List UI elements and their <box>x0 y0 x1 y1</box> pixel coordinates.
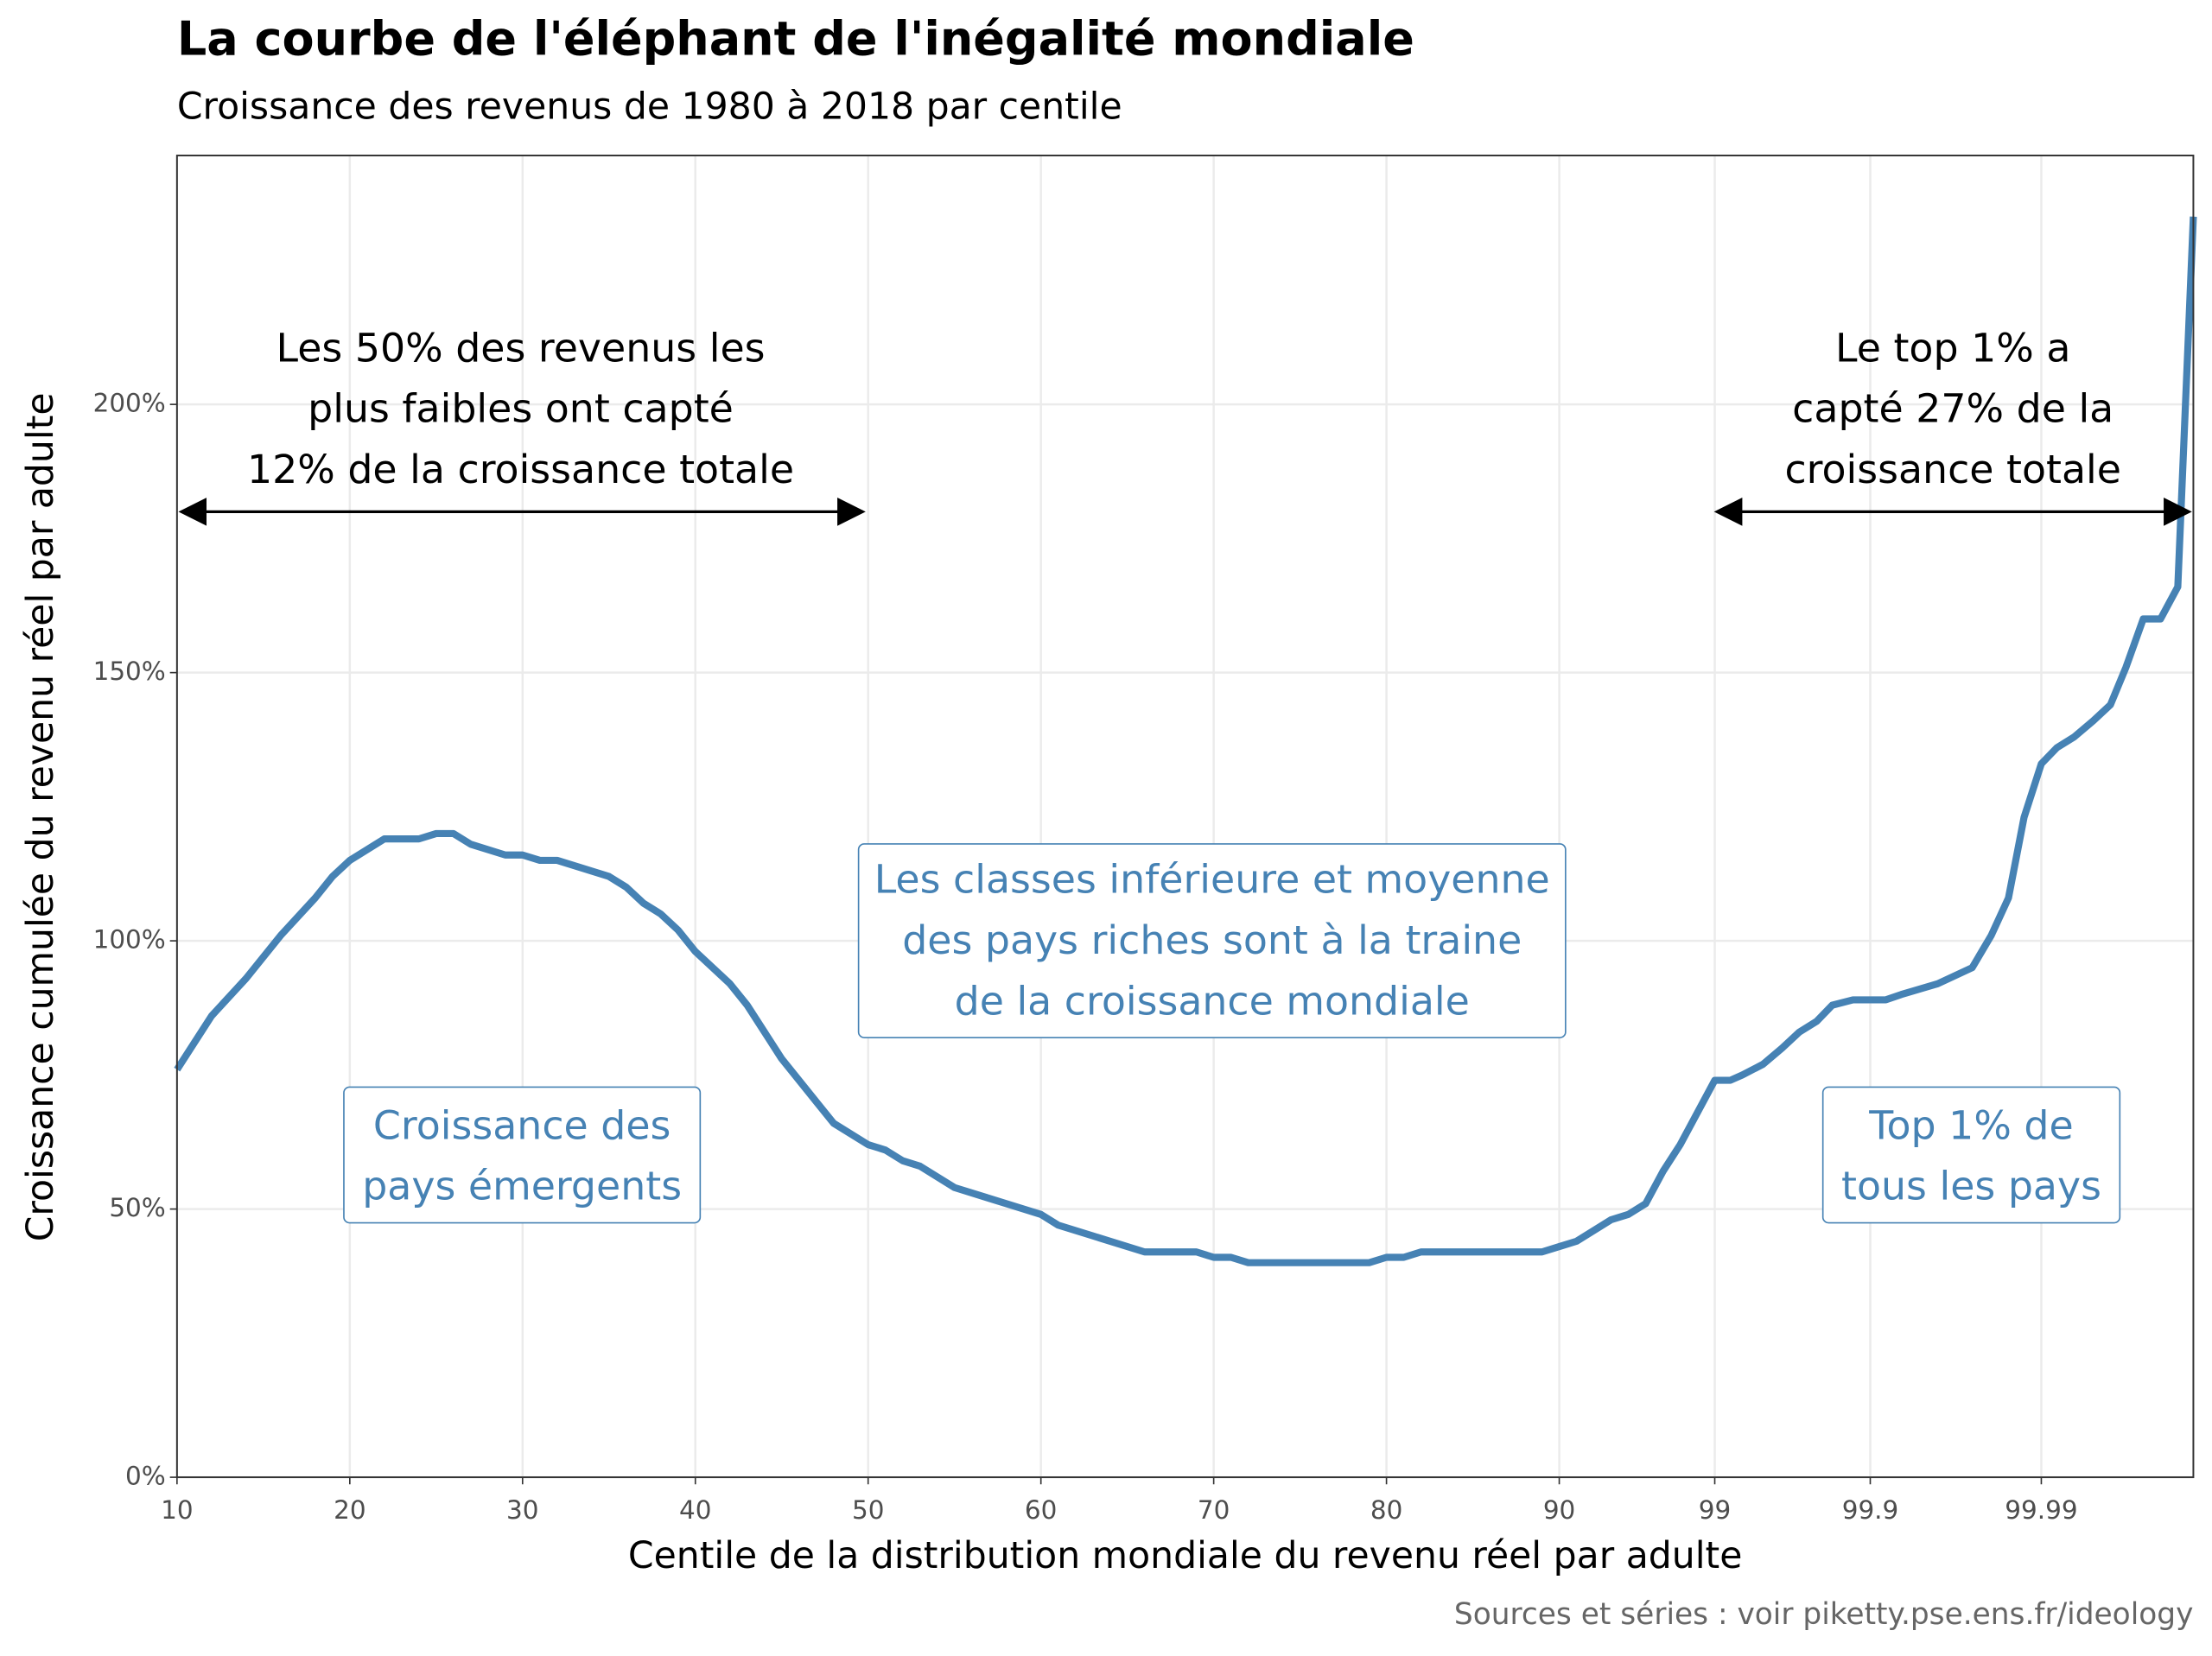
annotation-text: Le top 1% a <box>1835 324 2070 371</box>
x-tick-label: 90 <box>1543 1495 1575 1525</box>
x-tick-label: 99.99 <box>2005 1495 2077 1525</box>
annotation-text: des pays riches sont à la traine <box>902 917 1522 963</box>
x-tick-label: 80 <box>1370 1495 1402 1525</box>
x-tick-label: 20 <box>334 1495 365 1525</box>
annotation-box <box>343 1086 702 1224</box>
annotation-text: de la croissance mondiale <box>955 977 1470 1024</box>
annotation-text: Les classes inférieure et moyenne <box>874 856 1550 903</box>
annotation-text: plus faibles ont capté <box>308 385 734 432</box>
x-axis-label: Centile de la distribution mondiale du r… <box>628 1535 1743 1577</box>
annotation-text: 12% de la croissance totale <box>247 446 794 492</box>
annotation-text: pays émergents <box>362 1163 682 1209</box>
annotation-box <box>1821 1086 2121 1224</box>
annotation-text: Top 1% de <box>1868 1101 2073 1148</box>
annotation-box <box>857 843 1567 1038</box>
x-tick-label: 30 <box>506 1495 538 1525</box>
y-tick-label: 200% <box>93 389 166 418</box>
annotation-text: tous les pays <box>1841 1163 2101 1209</box>
y-tick-label: 100% <box>93 925 166 955</box>
y-axis-label: Croissance cumulée du revenu réel par ad… <box>20 392 62 1241</box>
x-tick-label: 60 <box>1025 1495 1057 1525</box>
x-tick-label: 99 <box>1699 1495 1731 1525</box>
annotation-text: croissance totale <box>1784 446 2121 492</box>
annotation-text: capté 27% de la <box>1792 385 2113 432</box>
chart-subtitle: Croissance des revenus de 1980 à 2018 pa… <box>177 86 1122 129</box>
annotation-text: Les 50% des revenus les <box>276 324 766 371</box>
y-tick-label: 150% <box>93 657 166 686</box>
x-tick-label: 50 <box>852 1495 884 1525</box>
x-tick-label: 99.9 <box>1842 1495 1899 1525</box>
line-series <box>174 216 2197 1266</box>
annotation-text: Croissance des <box>373 1101 671 1148</box>
x-tick-label: 10 <box>161 1495 193 1525</box>
x-tick-label: 70 <box>1198 1495 1230 1525</box>
plot-frame <box>175 155 2195 1479</box>
x-tick-label: 40 <box>679 1495 711 1525</box>
caption: Sources et séries : voir piketty.pse.ens… <box>1454 1597 2194 1632</box>
y-tick-label: 50% <box>109 1193 165 1222</box>
chart-title: La courbe de l'éléphant de l'inégalité m… <box>177 12 1414 67</box>
y-tick-label: 0% <box>125 1462 166 1491</box>
